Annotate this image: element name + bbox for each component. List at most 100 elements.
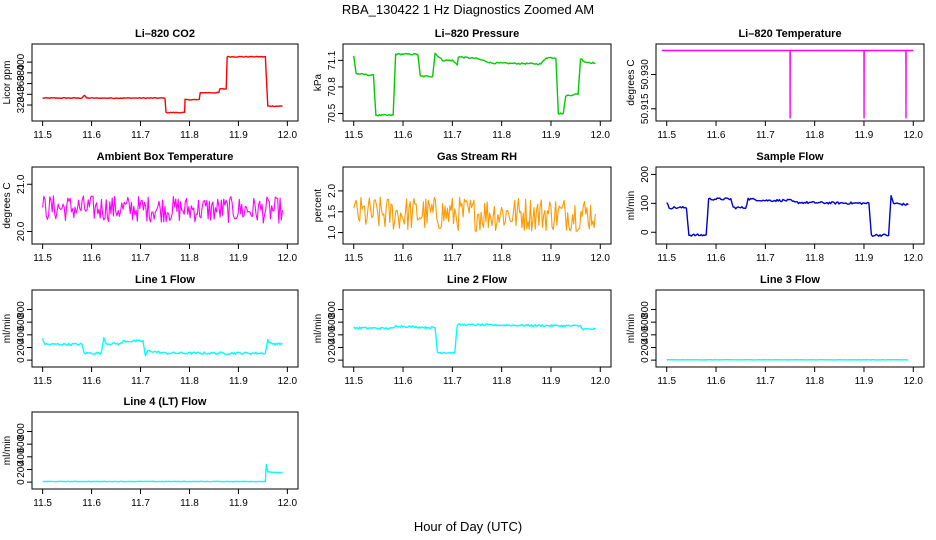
- series-line: [42, 463, 283, 483]
- x-tick-label: 11.5: [657, 376, 676, 387]
- y-tick-label: 200: [327, 339, 338, 356]
- plot-frame: [655, 166, 925, 245]
- y-tick-label: 200: [640, 166, 651, 183]
- y-tick-label: 100: [640, 195, 651, 212]
- y-axis-label: ml/min: [2, 314, 13, 343]
- y-axis-label: ml/min: [313, 314, 324, 343]
- x-tick-label: 11.6: [394, 130, 413, 141]
- y-tick-label: 600: [640, 313, 651, 330]
- figure-title: RBA_130422 1 Hz Diagnostics Zoomed AM: [342, 2, 594, 17]
- panel-4: Gas Stream RH percent 11.5 11.6 11.7 11.8 11.9…: [313, 151, 612, 264]
- x-tick-label: 11.9: [542, 130, 561, 141]
- y-tick-label: 360: [16, 75, 27, 92]
- plot-frame: [31, 289, 299, 368]
- y-tick-label: 340: [16, 86, 27, 103]
- x-tick-label: 11.5: [33, 253, 52, 264]
- y-tick-label: 21.0: [16, 174, 27, 194]
- y-tick-label: 0: [16, 357, 27, 363]
- panel-title: Li–820 Temperature: [738, 28, 841, 40]
- panel-title: Gas Stream RH: [437, 151, 517, 163]
- x-tick-label: 11.8: [492, 376, 511, 387]
- y-tick-label: 200: [16, 339, 27, 356]
- x-tick-label: 11.7: [443, 253, 462, 264]
- x-tick-label: 11.7: [756, 253, 775, 264]
- panel-2: Li–820 Temperature degrees C 11.5 11.6 11.7 1…: [626, 28, 925, 141]
- panel-3: Ambient Box Temperature degrees C 11.5 11.6…: [2, 151, 299, 264]
- y-tick-label: 380: [16, 64, 27, 81]
- x-tick-label: 11.7: [756, 130, 775, 141]
- series-line: [41, 336, 283, 357]
- panel-0: Li–820 CO2 Licor ppm 11.5 11.6 11.7 11.8 11.9 1…: [2, 28, 299, 141]
- x-tick-label: 12.0: [904, 253, 924, 264]
- series-line: [42, 55, 283, 114]
- y-axis-label: percent: [313, 189, 324, 223]
- panel-title: Sample Flow: [756, 151, 824, 163]
- x-tick-label: 11.8: [492, 253, 511, 264]
- y-tick-label: 0: [16, 479, 27, 485]
- y-tick-label: 1.0: [327, 225, 338, 239]
- panel-title: Line 2 Flow: [447, 274, 507, 286]
- x-tick-label: 11.8: [180, 130, 199, 141]
- series-line: [353, 323, 596, 355]
- x-tick-label: 12.0: [278, 498, 298, 509]
- series-line: [661, 49, 914, 119]
- y-tick-label: 400: [327, 326, 338, 343]
- x-tick-label: 11.9: [229, 498, 248, 509]
- x-tick-label: 11.9: [855, 130, 874, 141]
- plot-frame: [655, 43, 925, 122]
- x-tick-label: 11.6: [82, 376, 101, 387]
- x-tick-label: 11.7: [756, 376, 775, 387]
- x-tick-label: 11.6: [82, 253, 101, 264]
- plot-frame: [655, 289, 925, 368]
- x-tick-label: 11.6: [82, 130, 101, 141]
- y-tick-label: 400: [16, 448, 27, 465]
- x-tick-label: 11.7: [443, 376, 462, 387]
- x-tick-label: 12.0: [278, 130, 298, 141]
- y-tick-label: 320: [16, 96, 27, 113]
- y-tick-label: 600: [16, 313, 27, 330]
- x-tick-label: 11.5: [344, 130, 363, 141]
- x-tick-label: 11.9: [855, 253, 874, 264]
- x-tick-label: 11.9: [542, 376, 561, 387]
- y-tick-label: 50.930: [640, 59, 651, 90]
- x-tick-label: 11.8: [180, 376, 199, 387]
- x-tick-label: 11.6: [82, 498, 101, 509]
- panel-title: Ambient Box Temperature: [97, 151, 234, 163]
- x-tick-label: 12.0: [591, 376, 611, 387]
- x-tick-label: 11.8: [492, 130, 511, 141]
- series-line: [666, 195, 909, 237]
- y-tick-label: 400: [16, 326, 27, 343]
- y-tick-label: 800: [16, 301, 27, 318]
- y-axis-label: degrees C: [626, 59, 637, 105]
- panel-title: Li–820 CO2: [135, 28, 195, 40]
- panel-title: Line 1 Flow: [135, 274, 195, 286]
- x-tick-label: 12.0: [591, 130, 611, 141]
- x-tick-label: 11.7: [131, 253, 150, 264]
- plot-frame: [342, 166, 612, 245]
- y-tick-label: 0: [640, 357, 651, 363]
- x-tick-label: 11.8: [180, 498, 199, 509]
- panel-6: Line 1 Flow ml/min 11.5 11.6 11.7 11.8 11.9 12.…: [2, 274, 299, 387]
- y-tick-label: 800: [16, 423, 27, 440]
- plot-frame: [31, 43, 299, 122]
- x-tick-label: 12.0: [278, 376, 298, 387]
- x-tick-label: 11.5: [657, 253, 676, 264]
- y-axis-label: ml/min: [626, 191, 637, 220]
- x-tick-label: 12.0: [904, 130, 924, 141]
- x-tick-label: 11.7: [131, 376, 150, 387]
- panel-title: Line 4 (LT) Flow: [124, 396, 207, 408]
- y-tick-label: 600: [16, 435, 27, 452]
- panel-title: Line 3 Flow: [760, 274, 820, 286]
- y-tick-label: 70.8: [327, 77, 338, 97]
- plot-frame: [31, 166, 299, 245]
- panel-title: Li–820 Pressure: [435, 28, 519, 40]
- figure-xlabel: Hour of Day (UTC): [414, 519, 522, 534]
- x-tick-label: 11.5: [33, 376, 52, 387]
- x-tick-label: 11.6: [707, 130, 726, 141]
- series-line: [42, 195, 284, 224]
- x-tick-label: 11.9: [229, 253, 248, 264]
- plot-frame: [31, 411, 299, 490]
- y-axis-label: kPa: [313, 73, 324, 91]
- x-tick-label: 11.8: [180, 253, 199, 264]
